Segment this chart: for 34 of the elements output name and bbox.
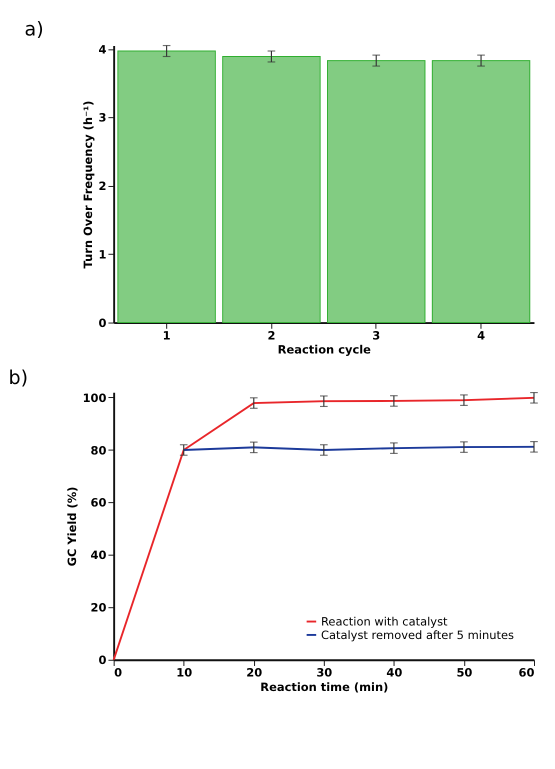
bar xyxy=(117,50,216,324)
legend-label: Reaction with catalyst xyxy=(320,614,448,628)
y-axis-title: Turn Over Frequency (h⁻¹) xyxy=(80,100,95,268)
y-tick-label: 60 xyxy=(90,496,107,510)
y-tick-label: 0 xyxy=(98,653,107,668)
y-tick-label: 100 xyxy=(82,390,107,405)
y-tick-label: 0 xyxy=(98,316,107,330)
x-tick-label: 20 xyxy=(246,665,262,680)
x-tick-label: 0 xyxy=(114,665,122,680)
x-axis-title: Reaction time (min) xyxy=(260,680,388,694)
x-tick-label: 10 xyxy=(176,665,192,680)
y-tick-label: 80 xyxy=(90,443,107,458)
y-tick-label: 20 xyxy=(90,600,107,615)
y-tick-label: 3 xyxy=(98,110,107,125)
bar xyxy=(432,60,530,324)
x-tick-label: 1 xyxy=(162,328,171,342)
y-tick-label: 40 xyxy=(90,548,107,562)
bar xyxy=(222,56,321,324)
x-tick-label: 3 xyxy=(372,328,380,342)
legend-label: Catalyst removed after 5 minutes xyxy=(320,628,514,642)
x-tick-label: 60 xyxy=(518,665,534,680)
x-tick-label: 50 xyxy=(456,665,472,680)
x-tick-label: 30 xyxy=(316,665,332,680)
y-axis-title: GC Yield (%) xyxy=(64,486,79,566)
chart-title: b) xyxy=(8,366,28,390)
x-axis-title: Reaction cycle xyxy=(278,342,372,357)
y-tick-label: 4 xyxy=(98,42,107,56)
x-tick-label: 2 xyxy=(267,328,276,342)
x-tick-label: 4 xyxy=(477,328,486,342)
y-tick-label: 1 xyxy=(98,247,107,262)
chart-title: a) xyxy=(24,18,44,41)
bar xyxy=(327,60,426,324)
x-tick-label: 40 xyxy=(386,665,402,680)
y-tick-label: 2 xyxy=(98,179,107,194)
